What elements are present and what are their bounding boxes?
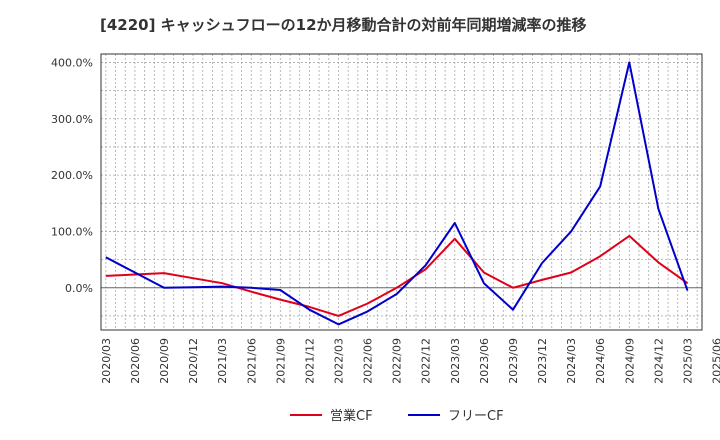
y-tick-label: 100.0% <box>51 225 93 238</box>
grid-layer <box>101 54 702 330</box>
y-axis: 400.0% 300.0% 200.0% 100.0% 0.0% <box>51 56 93 294</box>
x-axis: 2020/03 2020/06 2020/09 2020/12 2021/03 2021/… <box>100 338 720 384</box>
x-tick-label: 2024/09 <box>623 338 636 384</box>
y-tick-label: 0.0% <box>65 282 93 295</box>
series-line-free-cf <box>105 61 689 326</box>
x-tick-label: 2023/09 <box>507 338 520 384</box>
x-tick-label: 2024/12 <box>652 338 665 384</box>
chart-title: [4220] キャッシュフローの12か月移動合計の対前年同期増減率の推移 <box>100 16 587 34</box>
x-tick-label: 2020/06 <box>129 338 142 384</box>
series-layer <box>105 61 689 326</box>
x-tick-label: 2021/09 <box>274 338 287 384</box>
x-tick-label: 2025/06 <box>711 338 720 384</box>
x-tick-label: 2022/03 <box>332 338 345 384</box>
x-tick-label: 2022/09 <box>391 338 404 384</box>
x-tick-label: 2022/12 <box>420 338 433 384</box>
x-tick-label: 2021/06 <box>245 338 258 384</box>
y-tick-label: 200.0% <box>51 169 93 182</box>
x-tick-label: 2024/03 <box>565 338 578 384</box>
x-tick-label: 2020/03 <box>100 338 113 384</box>
x-tick-label: 2024/06 <box>594 338 607 384</box>
x-tick-label: 2021/12 <box>303 338 316 384</box>
x-tick-label: 2023/03 <box>449 338 462 384</box>
x-tick-label: 2025/03 <box>681 338 694 384</box>
x-tick-label: 2023/12 <box>536 338 549 384</box>
y-tick-label: 400.0% <box>51 56 93 69</box>
x-tick-label: 2020/12 <box>187 338 200 384</box>
y-tick-label: 300.0% <box>51 113 93 126</box>
x-tick-label: 2023/06 <box>478 338 491 384</box>
x-tick-label: 2022/06 <box>362 338 375 384</box>
x-tick-label: 2021/03 <box>216 338 229 384</box>
legend: 営業CF フリーCF <box>290 408 504 424</box>
legend-label-operating-cf: 営業CF <box>330 408 373 424</box>
legend-label-free-cf: フリーCF <box>448 409 504 424</box>
x-tick-label: 2020/09 <box>158 338 171 384</box>
plot-area <box>100 53 703 331</box>
